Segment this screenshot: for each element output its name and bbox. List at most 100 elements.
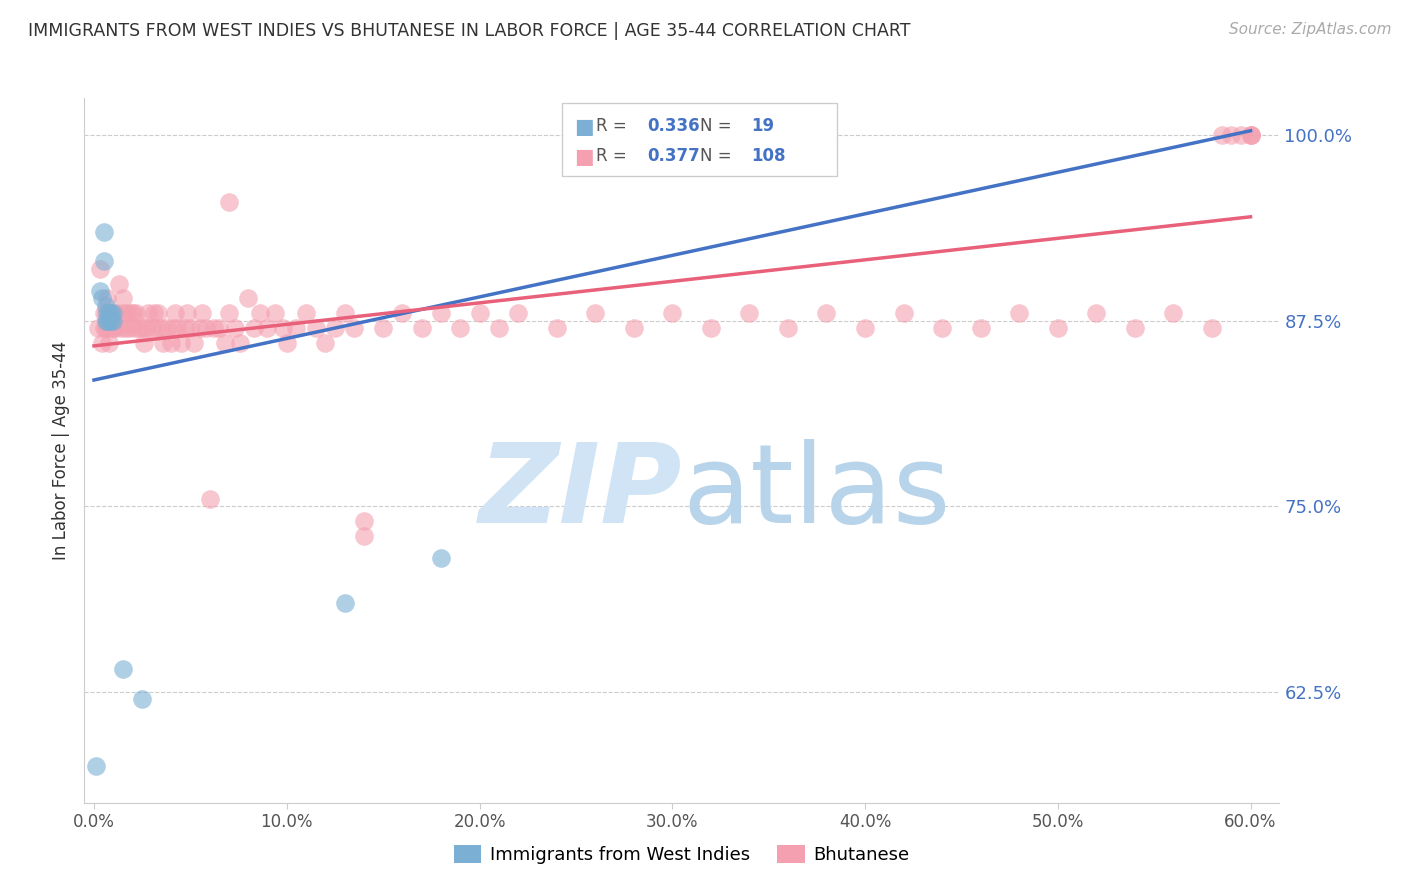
Point [93, 321, 115, 335]
Point [488, 321, 510, 335]
Point [546, 321, 568, 335]
Point [218, 306, 240, 320]
Point [1085, 306, 1108, 320]
Point [173, 321, 195, 335]
Text: Source: ZipAtlas.com: Source: ZipAtlas.com [1229, 22, 1392, 37]
Point [93, 306, 115, 320]
Point [100, 306, 122, 320]
Point [271, 321, 294, 335]
Point [1163, 306, 1185, 320]
Point [430, 306, 453, 320]
Point [506, 306, 529, 320]
Point [391, 306, 413, 320]
Point [100, 306, 122, 320]
Point [156, 321, 179, 335]
Point [166, 321, 188, 335]
Point [98, 306, 121, 320]
Point [125, 306, 148, 320]
Point [776, 321, 799, 335]
Point [104, 321, 127, 335]
Text: atlas: atlas [682, 439, 950, 546]
Point [118, 321, 141, 335]
Point [115, 306, 138, 320]
Point [90, 292, 112, 306]
Point [108, 277, 131, 291]
Point [142, 306, 165, 320]
Point [1008, 306, 1031, 320]
Point [94, 313, 117, 327]
Point [893, 306, 915, 320]
Point [124, 321, 146, 335]
Point [343, 321, 366, 335]
Point [295, 306, 318, 320]
Point [179, 321, 201, 335]
Point [256, 321, 278, 335]
Point [411, 321, 433, 335]
Point [176, 306, 198, 320]
Point [127, 321, 149, 335]
Point [96, 292, 118, 306]
Point [738, 306, 761, 320]
Point [105, 306, 128, 320]
Point [430, 551, 453, 566]
Point [131, 321, 153, 335]
Point [224, 321, 246, 335]
Point [1201, 321, 1223, 335]
Text: N =: N = [700, 117, 731, 135]
Point [314, 335, 336, 350]
Point [661, 306, 683, 320]
Point [970, 321, 993, 335]
Point [276, 335, 298, 350]
Point [1239, 128, 1261, 143]
Point [121, 306, 143, 320]
Point [353, 514, 375, 528]
Point [145, 321, 167, 335]
Point [1239, 128, 1261, 143]
Point [114, 321, 136, 335]
Point [1211, 128, 1233, 143]
Point [1046, 321, 1069, 335]
Point [218, 194, 240, 209]
Point [931, 321, 953, 335]
Point [623, 321, 645, 335]
Point [111, 306, 134, 320]
Point [198, 491, 221, 506]
Point [853, 321, 876, 335]
Point [146, 306, 169, 320]
Point [103, 321, 125, 335]
Text: N =: N = [700, 147, 731, 165]
Point [1230, 128, 1253, 143]
Point [202, 321, 225, 335]
Point [583, 306, 606, 320]
Point [264, 306, 287, 320]
Point [120, 306, 142, 320]
Text: ■: ■ [574, 117, 593, 136]
Point [96, 306, 118, 320]
Point [93, 225, 115, 239]
Point [84, 758, 107, 772]
Point [162, 321, 184, 335]
Point [132, 335, 156, 350]
Point [136, 306, 159, 320]
Point [183, 335, 205, 350]
Point [1220, 128, 1243, 143]
Point [249, 306, 271, 320]
Point [191, 306, 214, 320]
Point [1123, 321, 1146, 335]
Point [194, 321, 217, 335]
Point [208, 321, 231, 335]
Point [323, 321, 346, 335]
Point [373, 321, 395, 335]
Point [333, 595, 356, 609]
Point [100, 321, 122, 335]
Point [89, 261, 111, 276]
Point [103, 313, 125, 327]
Y-axis label: In Labor Force | Age 35-44: In Labor Force | Age 35-44 [52, 341, 70, 560]
Point [96, 321, 118, 335]
Point [96, 313, 118, 327]
Point [160, 335, 183, 350]
Point [89, 284, 111, 298]
Point [93, 254, 115, 268]
Point [152, 335, 174, 350]
Point [100, 313, 122, 327]
